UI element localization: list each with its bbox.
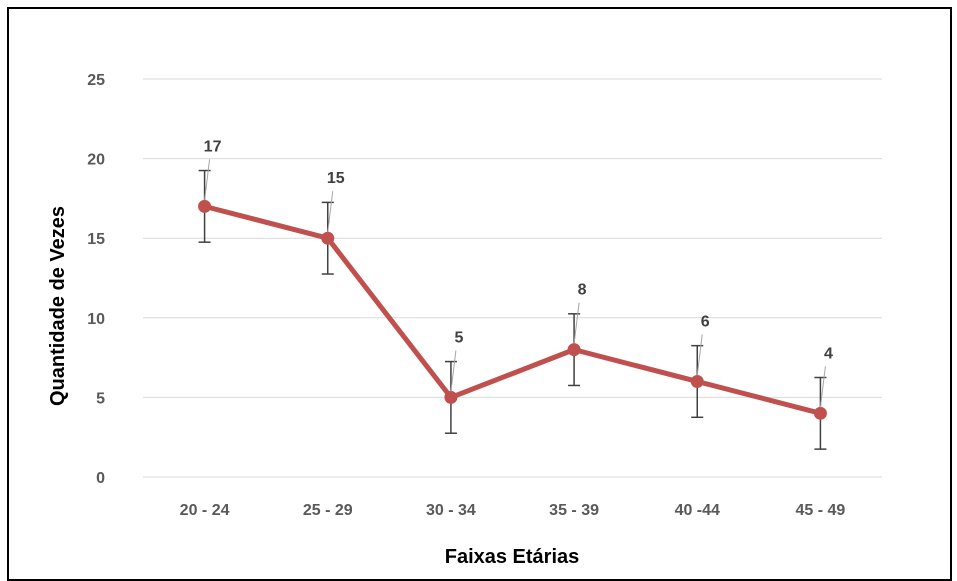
y-tick-labels: 0 5 10 15 20 25 bbox=[87, 72, 105, 487]
y-tick-label: 25 bbox=[87, 72, 105, 89]
error-bars bbox=[198, 169, 827, 450]
y-tick-label: 15 bbox=[87, 231, 105, 248]
x-tick-label: 35 - 39 bbox=[549, 502, 599, 519]
data-label-leader bbox=[696, 334, 703, 376]
gridlines bbox=[143, 78, 882, 478]
data-point bbox=[567, 343, 581, 357]
data-point bbox=[813, 406, 827, 420]
y-axis-title: Quantidade de Vezes bbox=[47, 206, 69, 406]
y-tick-label: 20 bbox=[87, 152, 105, 169]
data-label: 15 bbox=[327, 170, 345, 187]
data-label: 6 bbox=[701, 313, 710, 330]
chart-frame bbox=[7, 7, 952, 581]
x-tick-label: 25 - 29 bbox=[303, 502, 353, 519]
data-point bbox=[690, 374, 704, 388]
y-tick-label: 5 bbox=[96, 390, 105, 407]
x-axis-title: Faixas Etárias bbox=[445, 546, 580, 568]
data-label-leader bbox=[819, 366, 826, 408]
data-point bbox=[444, 390, 458, 404]
x-tick-labels: 20 - 24 25 - 29 30 - 34 35 - 39 40 -44 45 - 4… bbox=[180, 502, 846, 519]
y-tick-label: 0 bbox=[96, 470, 105, 487]
series-line-group bbox=[198, 199, 827, 420]
data-label-leader bbox=[450, 350, 457, 392]
x-tick-label: 40 -44 bbox=[675, 502, 720, 519]
data-label: 5 bbox=[454, 329, 463, 346]
data-label-leader bbox=[573, 302, 580, 344]
data-label-leader bbox=[327, 191, 334, 233]
data-labels: 17 15 5 8 6 4 bbox=[204, 138, 833, 408]
x-tick-label: 30 - 34 bbox=[426, 502, 476, 519]
data-point bbox=[198, 199, 212, 213]
data-point bbox=[321, 231, 335, 245]
series-line bbox=[202, 203, 823, 416]
data-label: 17 bbox=[204, 138, 222, 155]
x-tick-label: 20 - 24 bbox=[180, 502, 230, 519]
y-tick-label: 10 bbox=[87, 311, 105, 328]
data-label: 8 bbox=[578, 282, 587, 299]
data-label: 4 bbox=[824, 345, 833, 362]
data-label-leader bbox=[204, 159, 211, 201]
x-tick-label: 45 - 49 bbox=[796, 502, 846, 519]
